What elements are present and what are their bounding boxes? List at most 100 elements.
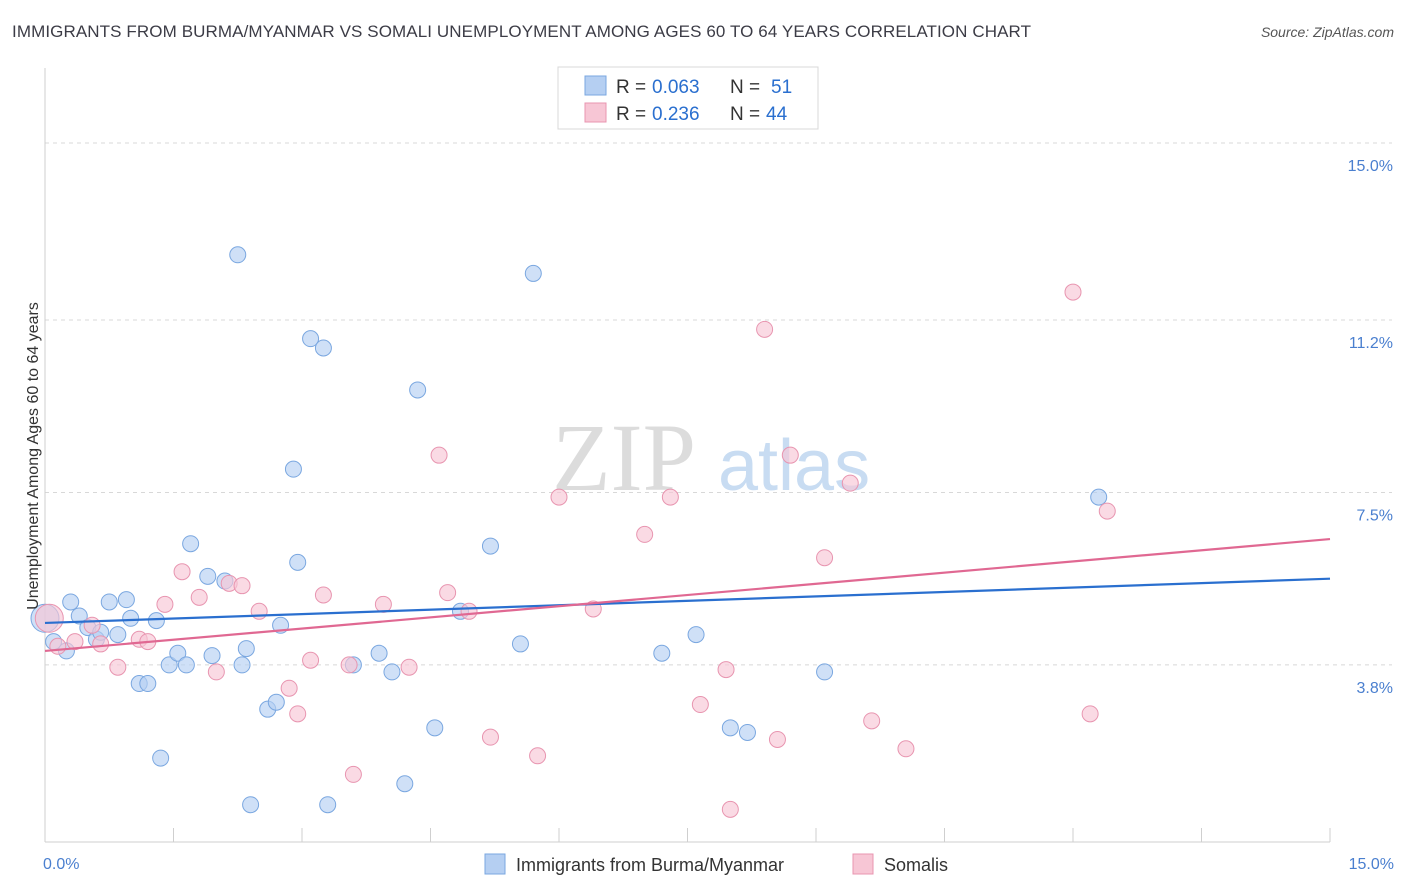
burma-point — [738, 723, 756, 741]
burma-point — [511, 635, 529, 653]
somalis-point — [1081, 705, 1099, 723]
somalis-point — [340, 656, 358, 674]
somalis-point — [781, 446, 799, 464]
somalis-point — [289, 705, 307, 723]
somalis-point — [439, 584, 457, 602]
legend-pink-r-label: R = — [616, 104, 646, 125]
series-burma-points — [30, 246, 1108, 814]
somalis-point — [49, 637, 67, 655]
somalis-point — [717, 661, 735, 679]
burma-point — [289, 553, 307, 571]
somalis-point — [280, 679, 298, 697]
burma-point — [426, 719, 444, 737]
somalis-point — [344, 765, 362, 783]
somalis-point — [156, 595, 174, 613]
bottom-legend: Immigrants from Burma/Myanmar Somalis — [484, 853, 948, 875]
legend-blue-n-value: 51 — [771, 77, 792, 98]
burma-point — [396, 775, 414, 793]
somalis-point — [207, 663, 225, 681]
somalis-point — [233, 577, 251, 595]
burma-point — [62, 593, 80, 611]
somalis-point — [897, 740, 915, 758]
somalis-point — [34, 603, 64, 633]
legend-pink-r-value: 0.236 — [652, 104, 700, 125]
y-tick-label: 15.0% — [1348, 158, 1393, 175]
source-credit: Source: ZipAtlas.com — [1260, 24, 1394, 40]
burma-point — [319, 796, 337, 814]
somalis-point — [400, 658, 418, 676]
somalis-point — [173, 563, 191, 581]
somalis-point — [481, 728, 499, 746]
somalis-point — [430, 446, 448, 464]
somalis-point — [92, 635, 110, 653]
grid-lines — [45, 142, 1392, 666]
somalis-point — [302, 651, 320, 669]
trend-lines — [44, 537, 1331, 653]
burma-point — [109, 626, 127, 644]
somalis-point — [721, 800, 739, 818]
somalis-point — [250, 602, 268, 620]
y-tick-label: 3.8% — [1357, 680, 1393, 697]
burma-point — [409, 381, 427, 399]
somalis-point — [550, 488, 568, 506]
somalis-point — [190, 588, 208, 606]
somalis-point — [109, 658, 127, 676]
burma-point — [152, 749, 170, 767]
chart-title: IMMIGRANTS FROM BURMA/MYANMAR VS SOMALI … — [12, 22, 1032, 41]
somalis-point — [529, 747, 547, 765]
burma-point — [370, 644, 388, 662]
burma-point — [203, 647, 221, 665]
legend-pink-swatch — [584, 102, 607, 123]
burma-point — [314, 339, 332, 357]
burma-point — [242, 796, 260, 814]
somalis-point — [66, 633, 84, 651]
somalis-point — [636, 525, 654, 543]
somalis-point — [460, 602, 478, 620]
legend-pink-n-label: N = — [730, 104, 760, 125]
burma-point — [177, 656, 195, 674]
somalis-point — [314, 586, 332, 604]
y-tick-label: 7.5% — [1357, 507, 1393, 524]
somalis-point — [691, 696, 709, 714]
legend-blue-r-value: 0.063 — [652, 77, 700, 98]
burma-point — [237, 640, 255, 658]
y-tick-labels: 3.8% 7.5% 11.2% 15.0% — [1348, 158, 1393, 697]
burma-point — [70, 607, 88, 625]
y-axis-label: Unemployment Among Ages 60 to 64 years — [25, 302, 42, 610]
x-tick-label-max: 15.0% — [1349, 856, 1394, 873]
burma-point — [284, 460, 302, 478]
burma-point — [653, 644, 671, 662]
bottom-legend-blue-label: Immigrants from Burma/Myanmar — [516, 855, 784, 875]
watermark-atlas: atlas — [718, 426, 870, 506]
somalis-point — [841, 474, 859, 492]
burma-point — [267, 693, 285, 711]
somalis-point — [863, 712, 881, 730]
burma-point — [229, 246, 247, 264]
y-tick-label: 11.2% — [1349, 335, 1393, 352]
burma-point — [122, 609, 140, 627]
somalis-point — [374, 595, 392, 613]
burma-point — [160, 656, 178, 674]
x-tick-label-min: 0.0% — [43, 856, 79, 873]
burma-point — [687, 626, 705, 644]
somalis-trend-line — [44, 537, 1331, 653]
legend-blue-r-label: R = — [616, 77, 646, 98]
somalis-point — [1064, 283, 1082, 301]
burma-point — [233, 656, 251, 674]
bottom-legend-blue-swatch — [484, 853, 506, 875]
somalis-point — [83, 616, 101, 634]
burma-trend-line — [44, 577, 1331, 625]
somalis-point — [768, 730, 786, 748]
somalis-point — [1098, 502, 1116, 520]
somalis-point — [816, 549, 834, 567]
burma-point — [199, 567, 217, 585]
burma-point — [139, 675, 157, 693]
burma-point — [1090, 488, 1108, 506]
burma-point — [302, 330, 320, 348]
legend-blue-swatch — [584, 75, 607, 96]
somalis-point — [661, 488, 679, 506]
bottom-legend-pink-label: Somalis — [884, 855, 948, 875]
legend-blue-n-label: N = — [730, 77, 760, 98]
axes — [44, 68, 1331, 843]
